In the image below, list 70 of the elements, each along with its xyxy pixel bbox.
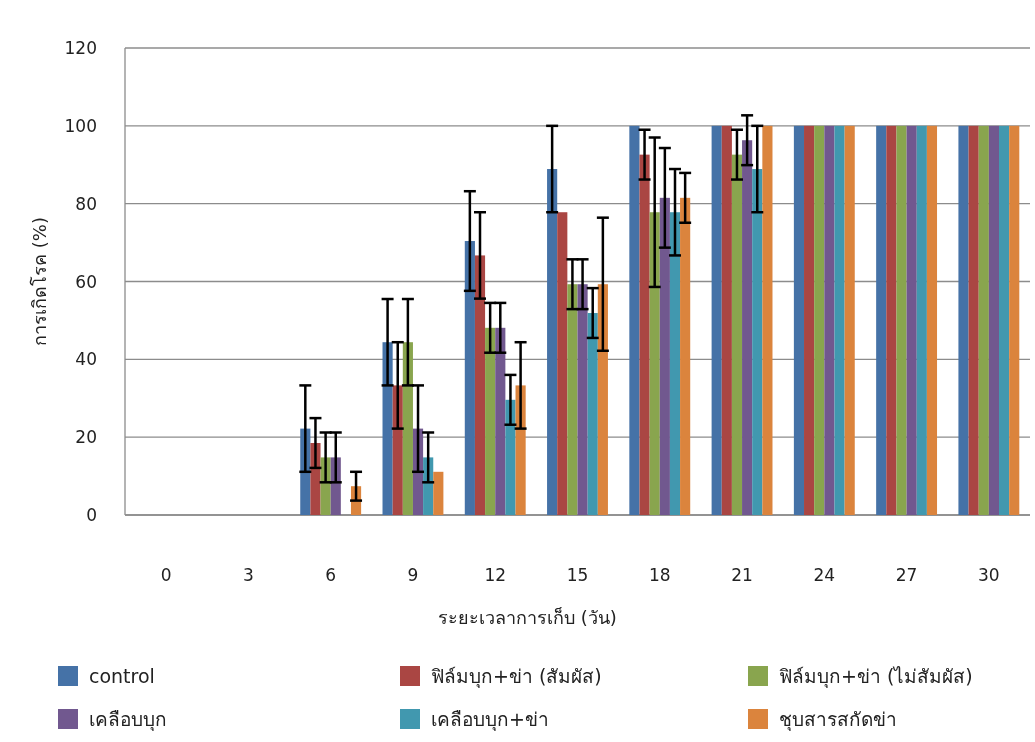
bar (629, 125, 640, 515)
bar (402, 342, 413, 515)
bar (659, 197, 670, 515)
legend-label: ชุบสารสกัดข่า (779, 708, 897, 732)
legend-label: เคลือบบุก (89, 708, 167, 732)
x-tick-label: 18 (648, 565, 671, 585)
bar (814, 125, 825, 515)
bar (958, 125, 969, 515)
bar (742, 140, 753, 515)
x-tick-label: 3 (243, 565, 254, 585)
bar (485, 327, 496, 515)
bar (978, 125, 989, 515)
y-tick-label: 120 (64, 38, 97, 58)
bar (968, 125, 979, 515)
y-tick-label: 80 (75, 193, 97, 214)
bar (587, 313, 598, 515)
y-tick-label: 20 (75, 427, 97, 448)
bar (547, 169, 558, 515)
bar (474, 255, 486, 515)
legend-label: ฟิล์มบุก+ข่า (ไม่สัมผัส) (779, 665, 973, 689)
bar (567, 284, 578, 515)
x-tick-label: 27 (895, 565, 918, 585)
bar (721, 125, 732, 515)
legend-label: ฟิล์มบุก+ข่า (สัมผัส) (431, 665, 602, 689)
bar (999, 125, 1010, 515)
bar (793, 125, 805, 515)
bar (577, 284, 588, 515)
bar (731, 154, 743, 515)
bar (988, 125, 1000, 515)
bar (896, 125, 907, 515)
bar (649, 212, 660, 515)
y-tick-label: 100 (64, 115, 97, 136)
bar (886, 125, 897, 515)
bar (834, 125, 845, 515)
bar (433, 471, 444, 515)
y-tick-label: 60 (75, 271, 97, 292)
y-tick-label: 40 (75, 349, 97, 370)
x-tick-label: 0 (160, 565, 172, 585)
bar (926, 125, 938, 515)
bar (916, 125, 927, 515)
bar (906, 125, 917, 515)
bar (762, 125, 773, 515)
bar (1009, 125, 1020, 515)
bar (844, 125, 855, 515)
bar (464, 241, 475, 515)
x-tick-label: 21 (731, 565, 753, 585)
bar (669, 212, 681, 515)
x-axis-title: ระยะเวลาการเก็บ (วัน) (438, 606, 617, 628)
bar (752, 169, 763, 515)
bar (557, 212, 568, 515)
bar (495, 327, 506, 515)
y-axis-title: การเกิดโรค (%) (29, 217, 50, 346)
legend-label: เคลือบบุก+ข่า (431, 708, 549, 732)
legend-label: control (89, 665, 155, 687)
bar (505, 399, 516, 515)
bar (597, 284, 608, 515)
bar (382, 342, 393, 515)
bar (824, 125, 835, 515)
x-tick-label: 15 (566, 565, 589, 585)
bar (680, 197, 691, 515)
x-tick-label: 6 (325, 565, 337, 585)
x-tick-label: 9 (407, 565, 419, 585)
x-tick-label: 30 (978, 565, 1000, 585)
bar (876, 125, 887, 515)
y-tick-label: 0 (86, 505, 97, 525)
bar (711, 125, 722, 515)
x-tick-label: 24 (813, 565, 836, 585)
bar (804, 125, 815, 515)
bar (639, 154, 650, 515)
x-tick-label: 12 (484, 565, 507, 585)
